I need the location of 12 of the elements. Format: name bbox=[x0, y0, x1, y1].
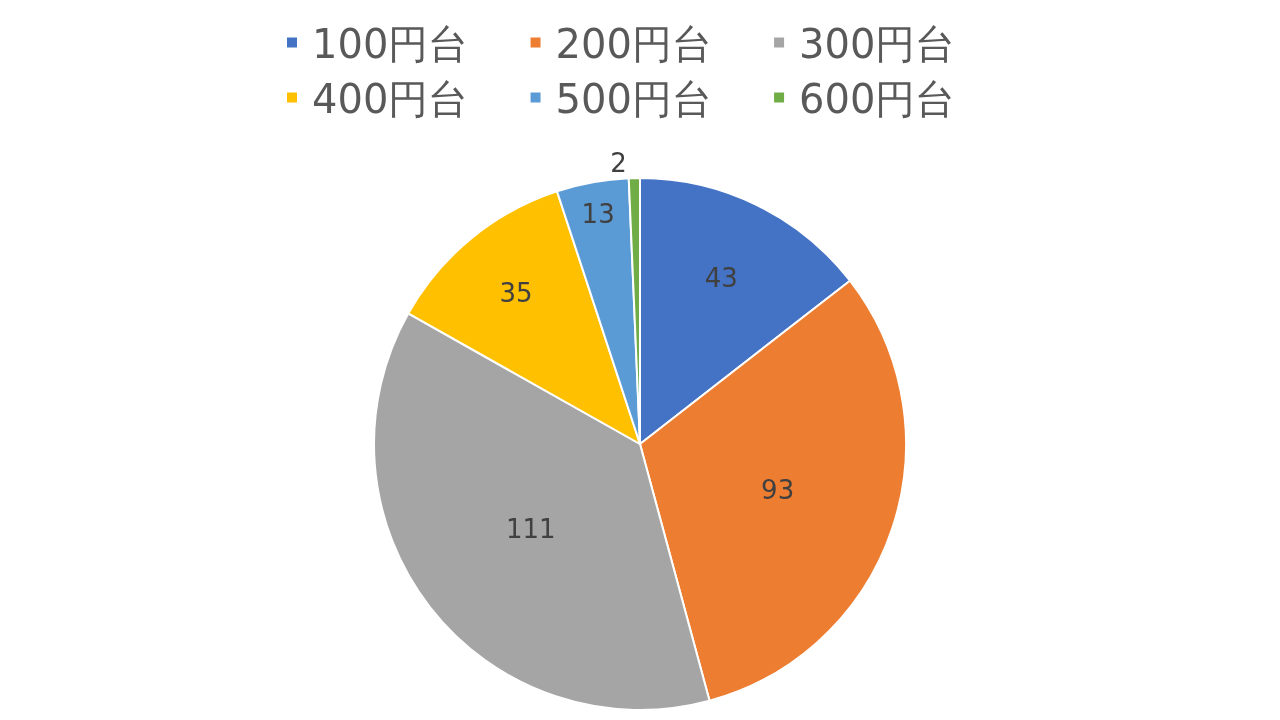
legend-label: 100円台 bbox=[312, 21, 469, 68]
legend-label: 400円台 bbox=[312, 76, 469, 123]
data-label: 93 bbox=[761, 475, 795, 506]
legend-label: 600円台 bbox=[799, 76, 956, 123]
legend-label: 300円台 bbox=[799, 21, 956, 68]
data-label: 111 bbox=[505, 513, 556, 544]
legend-label: 200円台 bbox=[555, 21, 712, 68]
data-label: 35 bbox=[499, 278, 533, 309]
data-label: 13 bbox=[581, 198, 615, 229]
legend-label: 500円台 bbox=[555, 76, 712, 123]
data-label: 43 bbox=[704, 262, 738, 293]
data-label: 2 bbox=[610, 148, 627, 179]
